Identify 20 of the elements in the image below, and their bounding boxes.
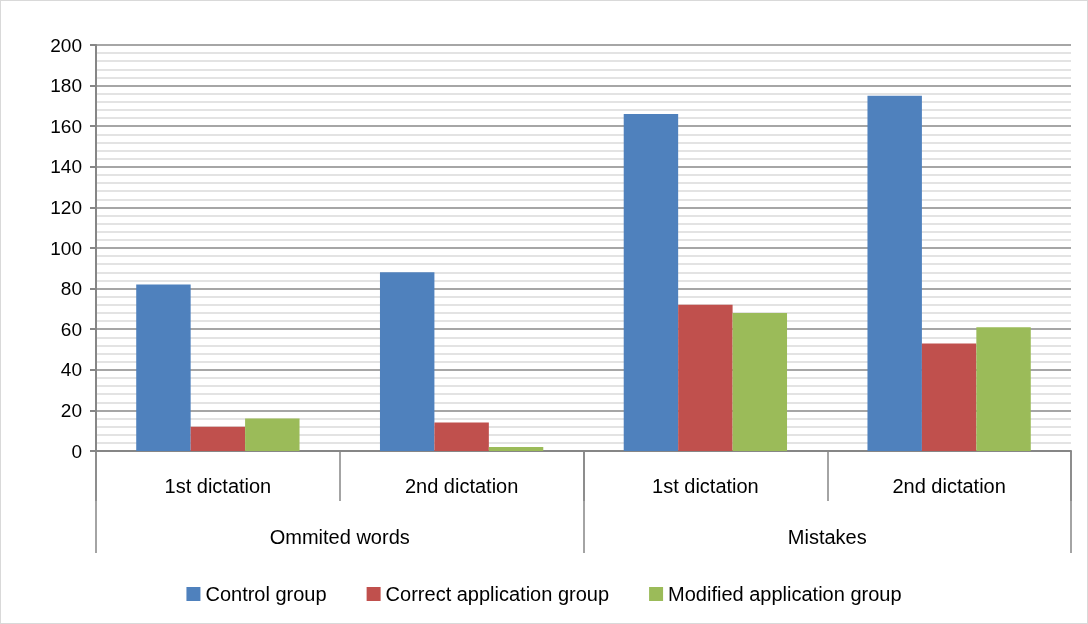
y-tick-label: 40: [60, 359, 82, 381]
legend-label: Control group: [205, 583, 327, 605]
legend-label: Modified application group: [668, 583, 902, 605]
text: Ommited words: [269, 526, 410, 548]
y-tick-label: 100: [50, 237, 82, 259]
x-tick-label: 2nd dictation: [404, 475, 519, 497]
x-tick-label: 2nd dictation: [892, 475, 1006, 497]
y-tick-label: 80: [60, 278, 82, 300]
y-tick-label: 120: [50, 196, 82, 218]
legend-label: Correct application group: [385, 583, 610, 605]
text: Mistakes: [787, 526, 867, 548]
y-tick-label: 140: [50, 156, 82, 178]
y-tick-label: 160: [50, 115, 82, 137]
y-tick-label: 200: [50, 34, 82, 56]
y-tick-label: 20: [60, 399, 82, 421]
x-tick-label: 1st dictation: [164, 475, 272, 497]
x-tick-label: 1st dictation: [652, 475, 759, 497]
y-tick-label: 180: [50, 75, 82, 97]
y-tick-label: 60: [60, 318, 82, 340]
y-tick-label: 0: [71, 440, 82, 462]
